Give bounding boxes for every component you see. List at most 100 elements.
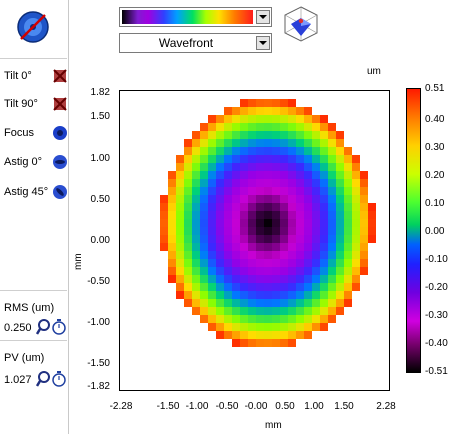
magnifier-icon[interactable] bbox=[36, 371, 50, 387]
heatmap-cell bbox=[232, 283, 240, 291]
heatmap-cell bbox=[312, 187, 320, 195]
magnifier-icon[interactable] bbox=[36, 319, 50, 335]
astig-0-toggle-icon[interactable] bbox=[52, 154, 68, 170]
heatmap-cell bbox=[240, 211, 248, 219]
heatmap-cell bbox=[344, 251, 352, 259]
heatmap-cell bbox=[200, 219, 208, 227]
heatmap-cell bbox=[344, 203, 352, 211]
x-tick-label: -1.00 bbox=[185, 401, 209, 412]
heatmap-cell bbox=[256, 275, 264, 283]
heatmap-cell bbox=[296, 107, 304, 115]
heatmap-cell bbox=[312, 139, 320, 147]
heatmap-cell bbox=[320, 291, 328, 299]
heatmap-cell bbox=[312, 323, 320, 331]
heatmap-cell bbox=[232, 179, 240, 187]
heatmap-cell bbox=[280, 179, 288, 187]
heatmap-cell bbox=[280, 171, 288, 179]
heatmap-cell bbox=[344, 163, 352, 171]
heatmap-cell bbox=[224, 155, 232, 163]
heatmap-cell bbox=[296, 275, 304, 283]
heatmap-cell bbox=[296, 195, 304, 203]
heatmap-cell bbox=[160, 219, 168, 227]
heatmap-cell bbox=[304, 243, 312, 251]
heatmap-cell bbox=[360, 211, 368, 219]
view-mode-dropdown[interactable]: Wavefront bbox=[119, 33, 272, 53]
heatmap-cell bbox=[264, 99, 272, 107]
stopwatch-icon[interactable] bbox=[52, 371, 66, 387]
wavefront-target-icon[interactable] bbox=[16, 10, 50, 44]
heatmap-cell bbox=[256, 307, 264, 315]
heatmap-cell bbox=[304, 123, 312, 131]
focus-toggle-icon[interactable] bbox=[52, 125, 68, 141]
heatmap-cell bbox=[256, 331, 264, 339]
3d-view-icon[interactable] bbox=[281, 4, 321, 44]
tilt-0-label: Tilt 0° bbox=[4, 70, 32, 82]
heatmap-cell bbox=[352, 179, 360, 187]
heatmap-cell bbox=[200, 139, 208, 147]
heatmap-cell bbox=[232, 107, 240, 115]
heatmap-cell bbox=[224, 131, 232, 139]
x-axis-title: mm bbox=[265, 420, 282, 431]
colorbar-tick-label: 0.51 bbox=[425, 83, 445, 94]
heatmap-cell bbox=[352, 155, 360, 163]
heatmap-cell bbox=[192, 211, 200, 219]
heatmap-cell bbox=[272, 187, 280, 195]
y-tick-label: 0.00 bbox=[90, 235, 110, 246]
heatmap-cell bbox=[312, 211, 320, 219]
colormap-dropdown[interactable] bbox=[119, 7, 272, 27]
heatmap-cell bbox=[272, 227, 280, 235]
chevron-down-icon[interactable] bbox=[256, 10, 270, 24]
heatmap-cell bbox=[208, 203, 216, 211]
heatmap-cell bbox=[160, 203, 168, 211]
heatmap-cell bbox=[216, 155, 224, 163]
heatmap-cell bbox=[304, 291, 312, 299]
chevron-down-icon[interactable] bbox=[256, 36, 270, 50]
heatmap-cell bbox=[200, 235, 208, 243]
heatmap-cell bbox=[280, 235, 288, 243]
heatmap-cell bbox=[256, 219, 264, 227]
heatmap-cell bbox=[288, 211, 296, 219]
heatmap-cell bbox=[264, 187, 272, 195]
colorbar-tick-label: -0.20 bbox=[425, 282, 448, 293]
heatmap-cell bbox=[200, 275, 208, 283]
astig-45-toggle-icon[interactable] bbox=[52, 184, 68, 200]
tilt-0-toggle-icon[interactable] bbox=[52, 68, 68, 84]
tilt-90-toggle-icon[interactable] bbox=[52, 96, 68, 112]
heatmap-cell bbox=[328, 171, 336, 179]
heatmap-cell bbox=[216, 267, 224, 275]
heatmap-cell bbox=[368, 211, 376, 219]
heatmap-cell bbox=[216, 139, 224, 147]
heatmap-cell bbox=[208, 235, 216, 243]
wavefront-map[interactable] bbox=[119, 90, 390, 391]
heatmap-cell bbox=[296, 115, 304, 123]
heatmap-cell bbox=[216, 299, 224, 307]
y-tick-label: 1.00 bbox=[90, 153, 110, 164]
rms-label: RMS (um) bbox=[4, 302, 55, 314]
heatmap-cell bbox=[280, 99, 288, 107]
heatmap-cell bbox=[216, 123, 224, 131]
y-tick-label: -1.50 bbox=[87, 358, 110, 369]
heatmap-cell bbox=[264, 235, 272, 243]
heatmap-cell bbox=[176, 259, 184, 267]
heatmap-cell bbox=[224, 219, 232, 227]
heatmap-cell bbox=[288, 131, 296, 139]
heatmap-cell bbox=[280, 131, 288, 139]
heatmap-cell bbox=[232, 131, 240, 139]
heatmap-cell bbox=[200, 315, 208, 323]
heatmap-cell bbox=[280, 195, 288, 203]
heatmap-cell bbox=[352, 195, 360, 203]
heatmap-cell bbox=[280, 339, 288, 347]
heatmap-cell bbox=[192, 187, 200, 195]
heatmap-cell bbox=[272, 307, 280, 315]
heatmap-cell bbox=[352, 275, 360, 283]
heatmap-cell bbox=[192, 275, 200, 283]
colorbar-tick-label: -0.30 bbox=[425, 310, 448, 321]
heatmap-cell bbox=[264, 291, 272, 299]
heatmap-cell bbox=[200, 179, 208, 187]
heatmap-cell bbox=[320, 115, 328, 123]
heatmap-cell bbox=[264, 315, 272, 323]
stopwatch-icon[interactable] bbox=[52, 319, 66, 335]
heatmap-cell bbox=[288, 155, 296, 163]
heatmap-cell bbox=[232, 251, 240, 259]
panel-divider bbox=[0, 58, 67, 59]
